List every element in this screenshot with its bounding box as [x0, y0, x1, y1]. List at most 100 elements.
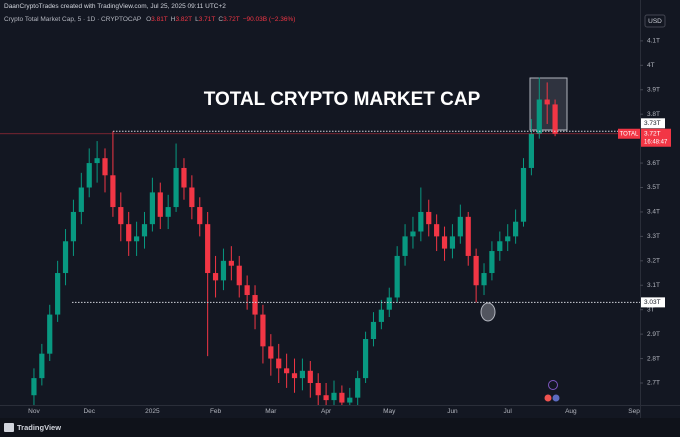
- last-name: TOTAL: [620, 131, 639, 137]
- candle-body: [133, 236, 140, 242]
- y-tick-label: 4.1T: [647, 38, 660, 45]
- y-tick-label: 2.8T: [647, 355, 660, 362]
- candle-body: [244, 285, 250, 296]
- symbol: Crypto Total Market Cap, 5 · 1D · CRYPTO…: [4, 16, 142, 23]
- candle-body: [157, 192, 163, 217]
- candle-body: [544, 99, 550, 105]
- candle-body: [536, 99, 542, 134]
- candle-body: [268, 346, 274, 359]
- currency: USD: [648, 18, 662, 25]
- candle-body: [307, 370, 313, 384]
- y-tick-label: 3.6T: [647, 160, 660, 167]
- change: −90.03B (−2.36%): [242, 16, 296, 23]
- ohlc-value: 3.82T: [175, 16, 193, 23]
- ohlc-label: C: [218, 16, 224, 23]
- x-tick-label: May: [383, 408, 396, 415]
- level-label-box: [641, 297, 665, 308]
- candle-body: [378, 309, 384, 322]
- x-tick-label: 2025: [145, 408, 160, 415]
- currency-box: [644, 14, 666, 28]
- last-name-box: [618, 128, 640, 139]
- candle-body: [102, 158, 108, 176]
- candle-body: [331, 392, 337, 401]
- footer-bar: [0, 418, 680, 437]
- candle-body: [70, 211, 77, 242]
- candle-body: [212, 273, 219, 281]
- x-tick-label: Sep: [628, 408, 640, 415]
- candle-body: [78, 187, 84, 212]
- brand: TradingView: [17, 423, 61, 432]
- candle-body: [552, 104, 558, 134]
- candle-body: [55, 273, 61, 315]
- candle-body: [284, 368, 290, 374]
- candle-body: [386, 297, 392, 310]
- candle-body: [62, 241, 69, 274]
- candle-body: [141, 224, 148, 237]
- y-tick-label: 4T: [647, 62, 655, 69]
- candle-body: [110, 175, 116, 208]
- candle-body: [339, 392, 345, 403]
- candle-body: [315, 383, 321, 396]
- candle-body: [165, 207, 171, 217]
- chart-title: TOTAL CRYPTO MARKET CAP: [204, 89, 481, 110]
- ohlc-value: 3.72T: [223, 16, 240, 23]
- candle-body: [236, 265, 242, 286]
- x-tick-label: Aug: [565, 408, 577, 415]
- level-label-box: [641, 118, 665, 129]
- level-label: 3.73T: [644, 120, 661, 127]
- candle-body: [355, 378, 361, 398]
- event-flag: [544, 394, 552, 402]
- candle-body: [394, 255, 400, 298]
- candle-body: [47, 314, 53, 354]
- candle-body: [228, 260, 234, 266]
- candle-body: [418, 211, 424, 232]
- level-label: 3.03T: [644, 299, 661, 306]
- y-tick-label: 3.1T: [647, 282, 660, 289]
- candle-body: [291, 373, 298, 379]
- last-price-box: [641, 128, 671, 147]
- x-tick-label: Jun: [447, 408, 458, 415]
- candle-body: [370, 321, 377, 340]
- candle-body: [189, 187, 195, 208]
- candle-body: [205, 224, 211, 274]
- ohlc-label: O: [146, 16, 152, 23]
- y-tick-label: 3.3T: [647, 233, 660, 240]
- credit: DaanCryptoTrades created with TradingVie…: [4, 3, 226, 10]
- event-flag: [552, 394, 560, 402]
- y-tick-label: 2.9T: [647, 331, 660, 338]
- candle-body: [323, 395, 329, 401]
- candle-body: [481, 273, 487, 286]
- x-tick-label: Apr: [321, 408, 332, 415]
- highlight-circle: [480, 302, 496, 322]
- brand-logo: [4, 423, 14, 432]
- x-tick-label: Nov: [28, 408, 40, 415]
- y-tick-label: 2.7T: [647, 380, 660, 387]
- x-tick-label: Feb: [210, 408, 222, 415]
- candle-body: [441, 236, 448, 249]
- y-tick-label: 3.2T: [647, 258, 660, 265]
- candle-body: [173, 167, 179, 208]
- candle-body: [260, 314, 266, 347]
- candle-body: [118, 207, 124, 225]
- candle-body: [39, 353, 45, 379]
- ohlc-label: H: [170, 16, 176, 23]
- candle-body: [520, 167, 527, 222]
- plot: [31, 77, 558, 405]
- candle-body: [149, 192, 155, 225]
- candle-body: [402, 236, 408, 256]
- x-tick-label: Dec: [83, 408, 95, 415]
- candle-body: [220, 260, 227, 281]
- ohlc-label: L: [195, 16, 199, 23]
- y-tick-label: 3T: [647, 306, 655, 313]
- candle-body: [86, 163, 92, 188]
- y-tick-label: 3.4T: [647, 209, 660, 216]
- candle-body: [252, 295, 258, 315]
- candle-body: [528, 133, 534, 168]
- candle-body: [497, 241, 503, 252]
- candle-body: [513, 221, 519, 237]
- candle-body: [362, 339, 369, 379]
- y-tick-label: 3.8T: [647, 111, 660, 118]
